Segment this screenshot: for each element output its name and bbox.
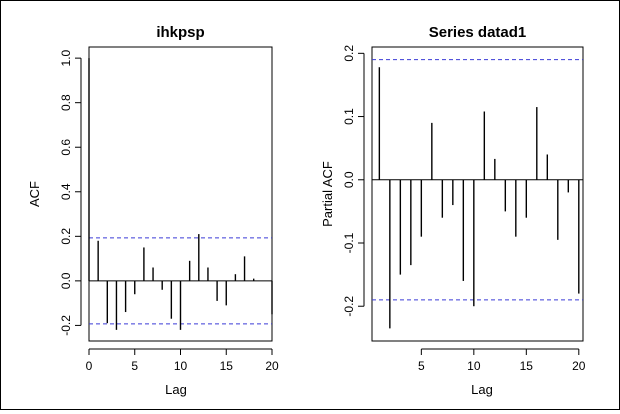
x-tick-label: 5 [418,359,425,373]
y-axis-title: ACF [27,181,42,207]
y-tick-label: -0.1 [342,232,356,253]
y-tick-label: -0.2 [342,296,356,317]
y-tick-label: 0.8 [59,94,73,111]
x-tick-label: 0 [86,359,93,373]
x-axis-title: Lag [165,382,187,397]
chart-panel-2: Series datad1 5 10 15 20 Lag -0.2 -0.1 0.0 0.1 0.2… [320,24,586,397]
y-tick-label: 1.0 [59,49,73,66]
y-tick-label: 0.0 [59,272,73,289]
chart-title: Series datad1 [429,24,527,41]
y-tick-label: 0.6 [59,139,73,156]
x-tick-label: 10 [467,359,481,373]
y-tick-label: 0.4 [59,183,73,200]
x-tick-label: 10 [174,359,188,373]
x-tick-label: 20 [265,359,279,373]
x-tick-label: 15 [520,359,534,373]
y-tick-label: 0.0 [342,171,356,188]
chart-title: ihkpsp [156,24,204,41]
x-tick-label: 5 [131,359,138,373]
y-axis-title: Partial ACF [320,161,335,227]
x-axis-title: Lag [471,382,493,397]
y-tick-label: 0.2 [342,45,356,62]
y-tick-label: 0.2 [59,228,73,245]
x-tick-label: 20 [572,359,586,373]
y-tick-label: 0.1 [342,108,356,125]
x-tick-label: 15 [220,359,234,373]
chart-panel-1: ihkpsp 0 5 10 15 20 Lag -0.2 0.0 0.2 0.4 0.6 0.8 1.0 A… [27,24,279,397]
plot-frame [372,47,583,341]
y-tick-label: -0.2 [59,315,73,336]
